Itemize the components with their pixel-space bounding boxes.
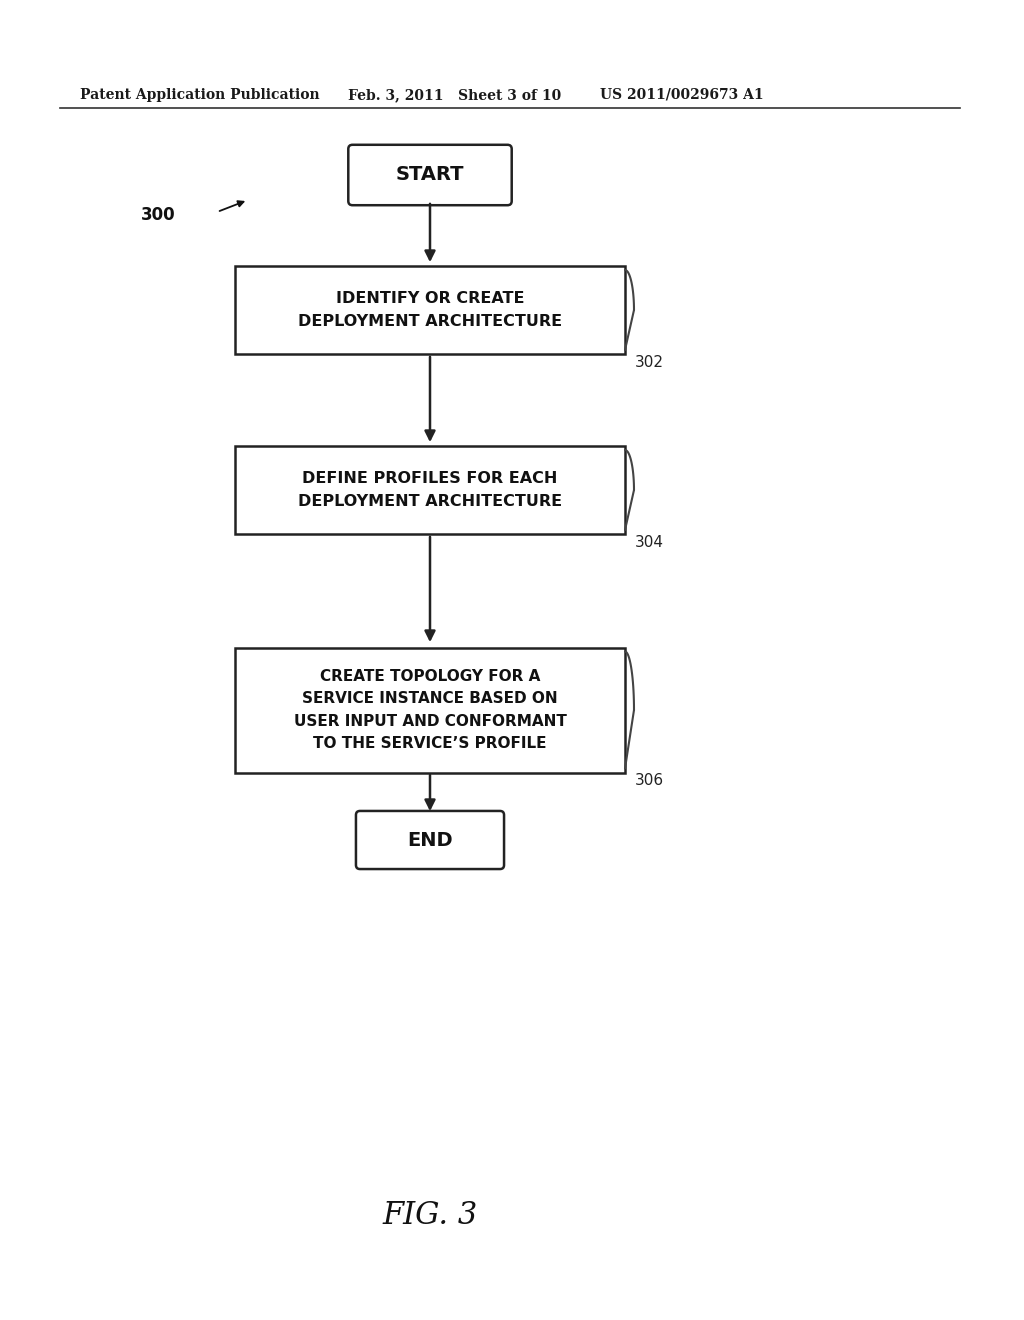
FancyBboxPatch shape [356,810,504,869]
Text: Patent Application Publication: Patent Application Publication [80,88,319,102]
Text: US 2011/0029673 A1: US 2011/0029673 A1 [600,88,764,102]
Text: FIG. 3: FIG. 3 [382,1200,477,1230]
Text: 300: 300 [140,206,175,224]
Text: END: END [408,830,453,850]
FancyBboxPatch shape [348,145,512,205]
Bar [234,446,625,535]
Text: DEFINE PROFILES FOR EACH
DEPLOYMENT ARCHITECTURE: DEFINE PROFILES FOR EACH DEPLOYMENT ARCH… [298,471,562,508]
Bar [234,267,625,354]
Text: CREATE TOPOLOGY FOR A
SERVICE INSTANCE BASED ON
USER INPUT AND CONFORMANT
TO THE: CREATE TOPOLOGY FOR A SERVICE INSTANCE B… [294,669,566,751]
Text: IDENTIFY OR CREATE
DEPLOYMENT ARCHITECTURE: IDENTIFY OR CREATE DEPLOYMENT ARCHITECTU… [298,292,562,329]
Text: 306: 306 [635,774,665,788]
Bar [234,648,625,772]
Text: Feb. 3, 2011   Sheet 3 of 10: Feb. 3, 2011 Sheet 3 of 10 [348,88,561,102]
Text: 302: 302 [635,355,664,370]
Text: 304: 304 [635,535,664,550]
Text: START: START [395,165,464,185]
